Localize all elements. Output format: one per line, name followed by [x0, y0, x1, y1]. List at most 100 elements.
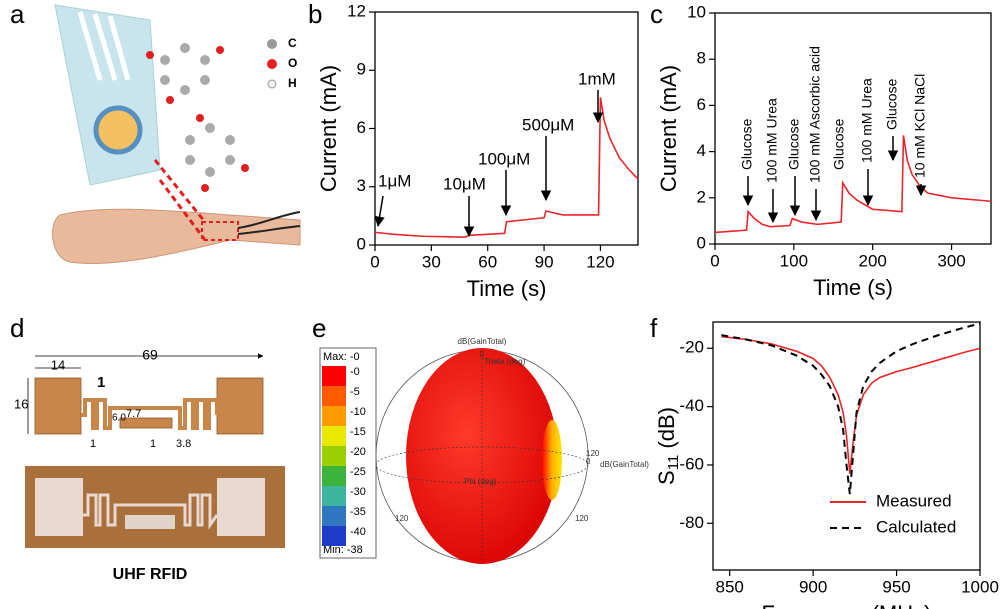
y-axis-label-part: (dB) [654, 407, 679, 455]
x-axis-label: Time (s) [467, 276, 547, 301]
scale-swatch [322, 446, 346, 466]
legend-label: Measured [876, 491, 952, 510]
y-tick-label: 10 [687, 2, 706, 21]
scale-label: -35 [350, 506, 366, 518]
y-axis-label: S11 (dB) [654, 407, 682, 485]
y-tick-label: -40 [679, 396, 704, 415]
scale-min: Min: -38 [323, 544, 363, 556]
annotation: Glucose [884, 78, 900, 130]
annotation: 10μM [443, 174, 486, 193]
scale-swatch [322, 406, 346, 426]
scale-swatch [322, 426, 346, 446]
x-axis-label: Time (s) [813, 275, 893, 300]
y-tick-label: 6 [357, 118, 366, 137]
plot-frame [712, 321, 981, 571]
annotation: Glucose [739, 118, 755, 170]
pattern-label: dB(GainTotal) [600, 460, 649, 469]
x-tick-label: 90 [535, 252, 554, 271]
scale-swatch [322, 486, 346, 506]
y-axis-label: Current (mA) [656, 65, 681, 192]
pattern-label: dB(GainTotal) [458, 337, 507, 346]
dimension: 3.8 [176, 438, 191, 450]
atom-label: O [288, 56, 297, 70]
data-line [721, 335, 981, 474]
y-tick-label: -60 [679, 454, 704, 473]
x-tick-label: 120 [586, 252, 614, 271]
x-tick-label: 0 [710, 251, 719, 270]
atom-label: C [288, 36, 297, 50]
y-tick-label: 9 [357, 60, 366, 79]
dimension: 69 [142, 347, 158, 363]
radiation-pattern: Max: -0 Min: -38 -0 -5 -10 -15 -20 -25 -30 -35 -40… [319, 337, 649, 564]
scale-label: -5 [350, 386, 360, 398]
y-tick-label: 0 [697, 233, 706, 252]
panel-label: d [10, 313, 24, 343]
y-tick-label: 12 [347, 1, 366, 20]
scale-label: -0 [350, 366, 360, 378]
scale-swatch [322, 506, 346, 526]
dimension: 6.0 [112, 413, 126, 424]
panel-label: f [650, 313, 658, 343]
pattern-label: 0 [480, 350, 485, 359]
scale-max: Max: -0 [323, 351, 360, 363]
dimension: 16 [14, 396, 28, 411]
x-tick-label: 200 [859, 251, 887, 270]
rfid-photo [25, 466, 285, 548]
y-axis-label-part: S [654, 470, 679, 485]
panel-label: a [10, 0, 25, 29]
pattern-label: 120 [395, 514, 409, 523]
x-tick-label: 100 [780, 251, 808, 270]
x-tick-label: 1000 [961, 577, 999, 596]
x-tick-label: 30 [422, 252, 441, 271]
x-axis-label: Frequency (MHz) [762, 601, 932, 609]
pattern-label: 120 [575, 514, 589, 523]
x-tick-label: 0 [370, 252, 379, 271]
annotation: 100 mM Urea [764, 98, 780, 183]
scale-label: -40 [350, 526, 366, 538]
x-tick-label: 300 [937, 251, 965, 270]
data-line [374, 97, 639, 239]
annotation: Glucose [786, 118, 802, 170]
data-line [721, 322, 981, 495]
y-tick-label: 0 [357, 234, 366, 253]
y-tick-label: 2 [697, 187, 706, 206]
pattern-label: 120 [586, 449, 600, 458]
scale-swatch [322, 386, 346, 406]
y-tick-label: -80 [679, 513, 704, 532]
y-axis-label: Current (mA) [316, 65, 341, 192]
scale-swatch [322, 466, 346, 486]
annotation-arrow [374, 195, 385, 228]
scale-label: -25 [350, 466, 366, 478]
annotation: 100μM [478, 149, 530, 168]
dimension: 1 [97, 374, 105, 391]
dimension: 14 [51, 357, 65, 372]
y-tick-label: 6 [697, 95, 706, 114]
dimension: 1 [150, 438, 156, 450]
x-tick-label: 900 [799, 577, 827, 596]
scale-label: -10 [350, 406, 366, 418]
plot-frame [714, 12, 992, 245]
caption: UHF RFID [113, 566, 188, 583]
pattern-label: 0 [586, 457, 591, 466]
annotation: 10 mM KCl NaCl [912, 74, 928, 178]
dimension: 1 [90, 438, 96, 450]
panel-label: e [312, 313, 326, 343]
annotation: 100 mM Ascorbic acid [807, 46, 823, 183]
legend-label: Calculated [876, 517, 956, 536]
scale-label: -15 [350, 426, 366, 438]
pattern-label: Theta (deg) [484, 357, 526, 366]
panel-label: c [650, 0, 663, 29]
y-tick-label: 4 [697, 141, 706, 160]
illustration [52, 4, 301, 264]
scale-label: -20 [350, 446, 366, 458]
scale-swatch [322, 526, 346, 546]
y-tick-label: 8 [697, 49, 706, 68]
y-axis-label-part: 11 [665, 455, 682, 471]
dimension: 7.7 [126, 408, 141, 420]
panel-label: b [308, 0, 322, 29]
x-tick-label: 950 [882, 577, 910, 596]
pattern-label: Phi (deg) [464, 477, 497, 486]
y-tick-label: -20 [679, 338, 704, 357]
dimension-lines [27, 353, 264, 434]
